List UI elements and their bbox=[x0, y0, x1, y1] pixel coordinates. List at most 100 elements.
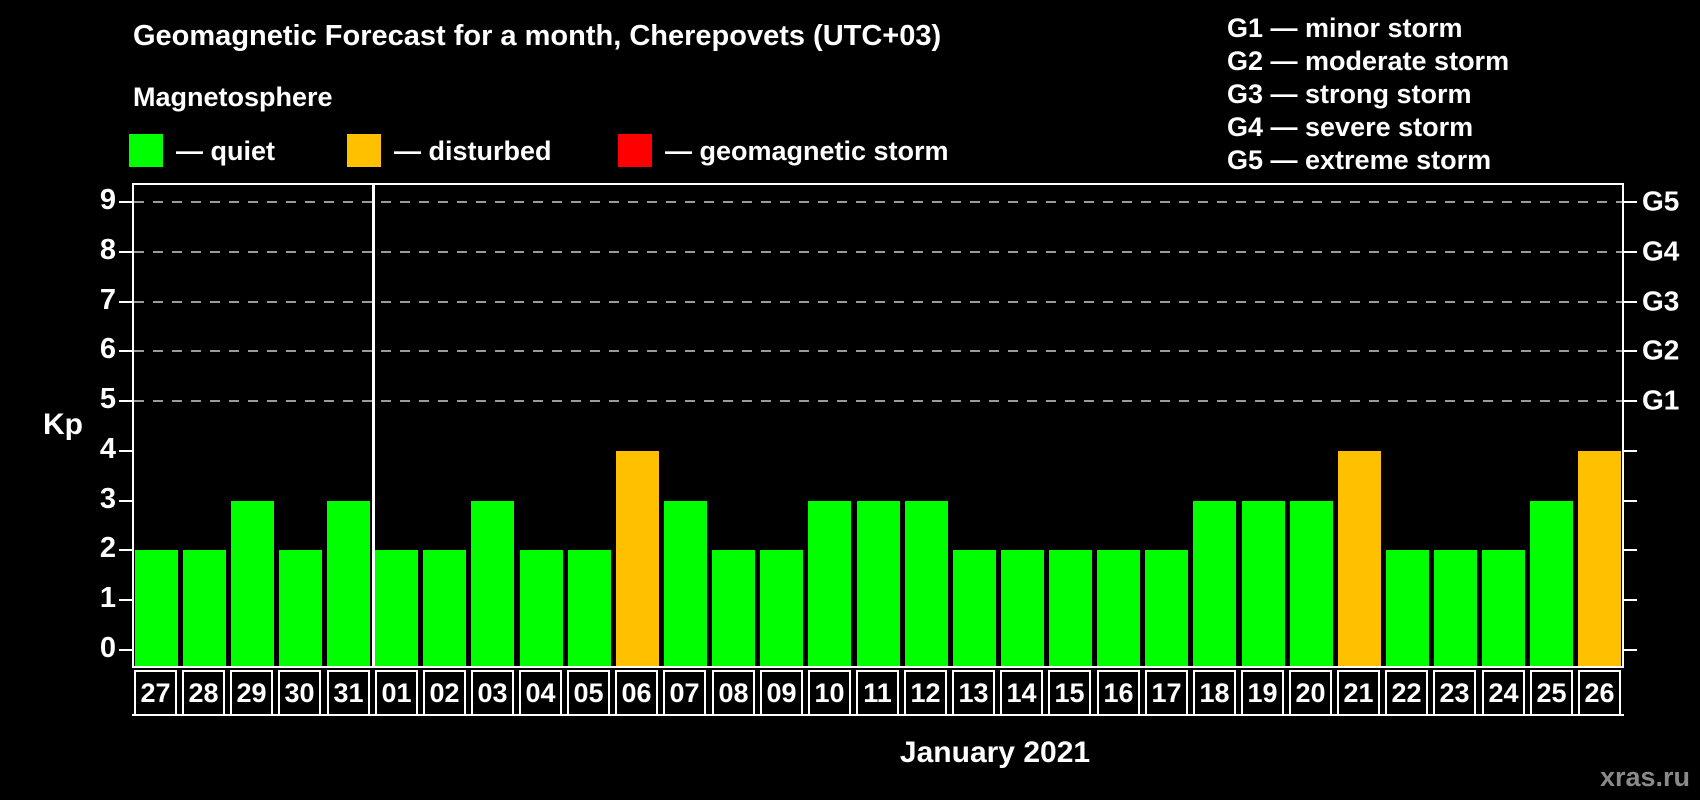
day-label-10: 10 bbox=[808, 670, 851, 716]
bar-day-24 bbox=[1482, 550, 1525, 668]
day-label-12: 12 bbox=[904, 670, 947, 716]
y-tick-left-9 bbox=[119, 201, 132, 203]
bar-day-04 bbox=[520, 550, 563, 668]
day-label-18: 18 bbox=[1193, 670, 1236, 716]
y-tick-left-7 bbox=[119, 301, 132, 303]
legend-storm-label: — geomagnetic storm bbox=[665, 136, 949, 166]
bar-day-30 bbox=[279, 550, 322, 668]
day-label-08: 08 bbox=[712, 670, 755, 716]
month-label: January 2021 bbox=[899, 736, 1091, 769]
bar-day-22 bbox=[1386, 550, 1429, 668]
bar-day-15 bbox=[1049, 550, 1092, 668]
day-label-14: 14 bbox=[1000, 670, 1043, 716]
g-axis-label-g3: G3 bbox=[1642, 285, 1680, 317]
g2-legend-line: G2 — moderate storm bbox=[1227, 46, 1510, 76]
day-label-06: 06 bbox=[615, 670, 658, 716]
day-label-31: 31 bbox=[327, 670, 370, 716]
day-label-19: 19 bbox=[1241, 670, 1284, 716]
grid-line-kp7 bbox=[134, 301, 1622, 303]
bar-day-07 bbox=[664, 501, 707, 668]
g5-legend-line: G5 — extreme storm bbox=[1227, 145, 1492, 175]
bar-day-29 bbox=[231, 501, 274, 668]
bar-day-01 bbox=[375, 550, 418, 668]
day-label-26: 26 bbox=[1578, 670, 1621, 716]
y-tick-label-5: 5 bbox=[99, 383, 116, 416]
grid-line-kp6 bbox=[134, 350, 1622, 352]
legend-disturbed-label: — disturbed bbox=[394, 136, 552, 166]
day-label-13: 13 bbox=[952, 670, 995, 716]
y-tick-label-1: 1 bbox=[99, 582, 116, 615]
bar-day-23 bbox=[1434, 550, 1477, 668]
bar-day-27 bbox=[135, 550, 178, 668]
bar-day-06 bbox=[616, 451, 659, 668]
bar-day-31 bbox=[327, 501, 370, 668]
day-label-27: 27 bbox=[134, 670, 177, 716]
y-tick-right-2 bbox=[1624, 549, 1637, 551]
g4-legend-line: G4 — severe storm bbox=[1227, 112, 1474, 142]
day-label-02: 02 bbox=[423, 670, 466, 716]
g-axis-label-g2: G2 bbox=[1642, 334, 1680, 366]
day-label-04: 04 bbox=[519, 670, 562, 716]
chart-title: Geomagnetic Forecast for a month, Cherep… bbox=[133, 20, 942, 52]
y-tick-left-3 bbox=[119, 500, 132, 502]
day-label-29: 29 bbox=[230, 670, 273, 716]
y-tick-right-5 bbox=[1624, 400, 1637, 402]
y-tick-right-3 bbox=[1624, 500, 1637, 502]
day-label-17: 17 bbox=[1145, 670, 1188, 716]
day-label-23: 23 bbox=[1433, 670, 1476, 716]
y-tick-left-1 bbox=[119, 599, 132, 601]
bar-day-14 bbox=[1001, 550, 1044, 668]
xras-watermark: xras.ru bbox=[1599, 762, 1690, 792]
bar-day-21 bbox=[1338, 451, 1381, 668]
day-row-bottom-rule bbox=[132, 714, 1624, 716]
bar-day-08 bbox=[712, 550, 755, 668]
bar-day-11 bbox=[857, 501, 900, 668]
day-label-01: 01 bbox=[375, 670, 418, 716]
bar-day-20 bbox=[1290, 501, 1333, 668]
grid-line-kp8 bbox=[134, 251, 1622, 253]
y-tick-left-0 bbox=[119, 649, 132, 651]
g3-legend-line: G3 — strong storm bbox=[1227, 79, 1472, 109]
bar-day-09 bbox=[760, 550, 803, 668]
bar-day-13 bbox=[953, 550, 996, 668]
day-label-20: 20 bbox=[1289, 670, 1332, 716]
legend-quiet-label: — quiet bbox=[176, 136, 275, 166]
month-separator-line bbox=[372, 183, 375, 668]
y-tick-label-6: 6 bbox=[99, 333, 116, 366]
day-label-11: 11 bbox=[856, 670, 899, 716]
y-tick-left-2 bbox=[119, 549, 132, 551]
y-tick-right-1 bbox=[1624, 599, 1637, 601]
g-scale-legend: G1 — minor storm G2 — moderate storm G3 … bbox=[1227, 12, 1509, 177]
y-tick-label-4: 4 bbox=[99, 433, 116, 466]
y-tick-left-8 bbox=[119, 251, 132, 253]
day-label-30: 30 bbox=[278, 670, 321, 716]
y-tick-left-6 bbox=[119, 350, 132, 352]
legend-disturbed-swatch bbox=[347, 134, 381, 167]
g-axis-label-g5: G5 bbox=[1642, 185, 1680, 217]
day-label-25: 25 bbox=[1530, 670, 1573, 716]
day-label-07: 07 bbox=[663, 670, 706, 716]
bar-day-28 bbox=[183, 550, 226, 668]
y-tick-label-9: 9 bbox=[99, 184, 116, 217]
day-label-15: 15 bbox=[1048, 670, 1091, 716]
day-label-22: 22 bbox=[1385, 670, 1428, 716]
y-tick-label-0: 0 bbox=[99, 632, 116, 665]
grid-line-kp9 bbox=[134, 201, 1622, 203]
bar-day-02 bbox=[423, 550, 466, 668]
kp-axis-label: Kp bbox=[43, 408, 83, 441]
grid-line-kp5 bbox=[134, 400, 1622, 402]
day-label-24: 24 bbox=[1482, 670, 1525, 716]
y-tick-right-6 bbox=[1624, 350, 1637, 352]
bar-day-10 bbox=[808, 501, 851, 668]
y-tick-label-8: 8 bbox=[99, 234, 116, 267]
day-label-05: 05 bbox=[567, 670, 610, 716]
bar-day-16 bbox=[1097, 550, 1140, 668]
bar-day-17 bbox=[1145, 550, 1188, 668]
magnetosphere-subtitle: Magnetosphere bbox=[133, 82, 333, 112]
g1-legend-line: G1 — minor storm bbox=[1227, 13, 1463, 43]
y-tick-right-0 bbox=[1624, 649, 1637, 651]
day-label-21: 21 bbox=[1337, 670, 1380, 716]
y-tick-left-5 bbox=[119, 400, 132, 402]
plot-frame bbox=[132, 183, 1624, 668]
